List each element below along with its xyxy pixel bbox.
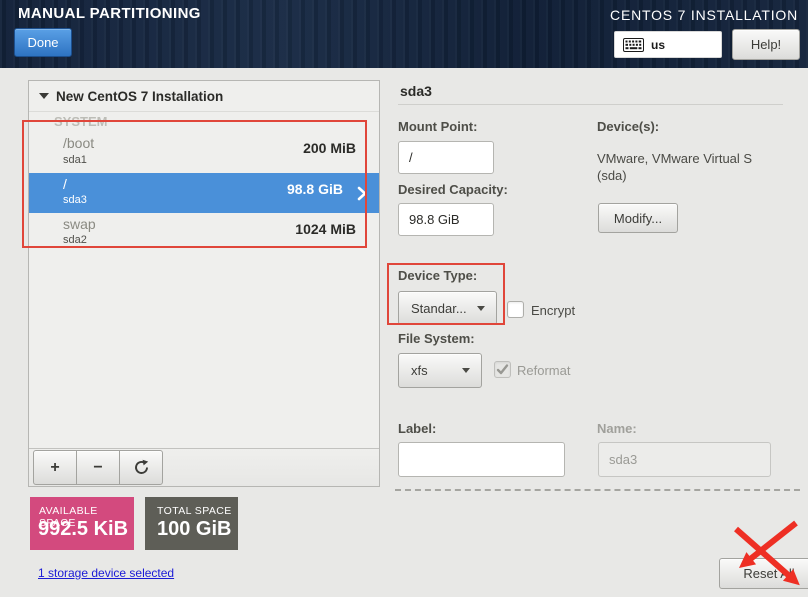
reset-all-button[interactable]: Reset All — [719, 558, 808, 589]
encrypt-label: Encrypt — [531, 303, 576, 318]
device-type-label: Device Type: — [398, 268, 478, 283]
total-space-value: 100 GiB — [157, 518, 232, 540]
tree-expander-icon[interactable] — [39, 93, 49, 99]
help-button-label: Help! — [750, 37, 782, 52]
device-type-value: Standar... — [411, 300, 467, 316]
file-system-select[interactable]: xfs — [398, 353, 482, 388]
partition-size: 1024 MiB — [295, 221, 356, 237]
desired-capacity-label: Desired Capacity: — [398, 182, 508, 197]
tree-title: New CentOS 7 Installation — [56, 88, 224, 104]
partition-row-root[interactable]: / sda3 98.8 GiB — [29, 173, 379, 213]
partition-size: 98.8 GiB — [286, 181, 343, 197]
modify-button[interactable]: Modify... — [598, 203, 678, 233]
label-label: Label: — [398, 421, 437, 436]
partition-mount: /boot — [63, 135, 95, 151]
chevron-down-icon — [477, 305, 485, 311]
refresh-button[interactable] — [119, 450, 163, 485]
total-space-label: TOTAL SPACE — [157, 505, 232, 517]
partition-rows: /boot sda1 200 MiB / sda3 98.8 GiB swap … — [29, 130, 379, 253]
partition-size: 200 MiB — [303, 140, 356, 156]
encrypt-checkbox[interactable] — [507, 301, 524, 318]
modify-button-label: Modify... — [613, 210, 663, 226]
chevron-right-icon — [357, 186, 367, 206]
checkmark-icon — [496, 364, 509, 375]
label-input[interactable] — [398, 442, 565, 477]
partition-tree-panel: New CentOS 7 Installation SYSTEM /boot s… — [28, 80, 380, 487]
reformat-label: Reformat — [517, 363, 571, 378]
keyboard-layout-value: us — [651, 37, 666, 52]
remove-partition-button[interactable]: − — [76, 450, 120, 485]
help-button[interactable]: Help! — [732, 29, 800, 60]
available-space-label: AVAILABLE SPACE — [39, 505, 98, 529]
group-label-system: SYSTEM — [54, 114, 108, 129]
partition-device: sda3 — [63, 194, 87, 206]
plus-icon: + — [50, 458, 60, 476]
details-dashed-divider — [395, 489, 800, 491]
tree-header[interactable]: New CentOS 7 Installation — [29, 81, 379, 112]
done-button[interactable]: Done — [14, 28, 72, 57]
page-title: MANUAL PARTITIONING — [18, 5, 201, 22]
devices-value: VMware, VMware Virtual S (sda) — [597, 151, 753, 183]
device-type-select[interactable]: Standar... — [398, 291, 497, 325]
file-system-label: File System: — [398, 331, 475, 346]
mount-point-input[interactable] — [398, 141, 494, 174]
total-space-badge: TOTAL SPACE 100 GiB — [145, 497, 238, 550]
partition-toolbar: + − — [29, 448, 379, 486]
devices-label: Device(s): — [597, 119, 660, 134]
product-title: CENTOS 7 INSTALLATION — [610, 7, 798, 23]
partition-row-swap[interactable]: swap sda2 1024 MiB — [29, 213, 379, 253]
file-system-value: xfs — [411, 363, 428, 378]
chevron-down-icon — [462, 368, 470, 373]
name-input — [598, 442, 771, 477]
reformat-checkbox[interactable] — [494, 361, 511, 378]
keyboard-icon — [623, 37, 644, 52]
mount-point-label: Mount Point: — [398, 119, 478, 134]
storage-devices-link[interactable]: 1 storage device selected — [38, 566, 175, 580]
top-bar: MANUAL PARTITIONING CENTOS 7 INSTALLATIO… — [0, 0, 808, 68]
details-title: sda3 — [400, 83, 432, 99]
minus-icon: − — [93, 458, 103, 476]
available-space-value: 992.5 KiB — [38, 518, 129, 540]
add-partition-button[interactable]: + — [33, 450, 77, 485]
name-label: Name: — [597, 421, 637, 436]
partition-mount: / — [63, 176, 67, 192]
desired-capacity-input[interactable] — [398, 203, 494, 236]
reset-all-button-label: Reset All — [743, 566, 795, 581]
partition-device: sda1 — [63, 154, 87, 166]
done-button-label: Done — [27, 35, 59, 50]
refresh-icon — [133, 459, 150, 476]
keyboard-layout-indicator[interactable]: us — [614, 31, 722, 58]
available-space-badge: AVAILABLE SPACE 992.5 KiB — [30, 497, 134, 550]
partition-mount: swap — [63, 216, 96, 232]
details-divider — [398, 104, 783, 105]
partition-row-boot[interactable]: /boot sda1 200 MiB — [29, 130, 379, 173]
partition-device: sda2 — [63, 234, 87, 246]
